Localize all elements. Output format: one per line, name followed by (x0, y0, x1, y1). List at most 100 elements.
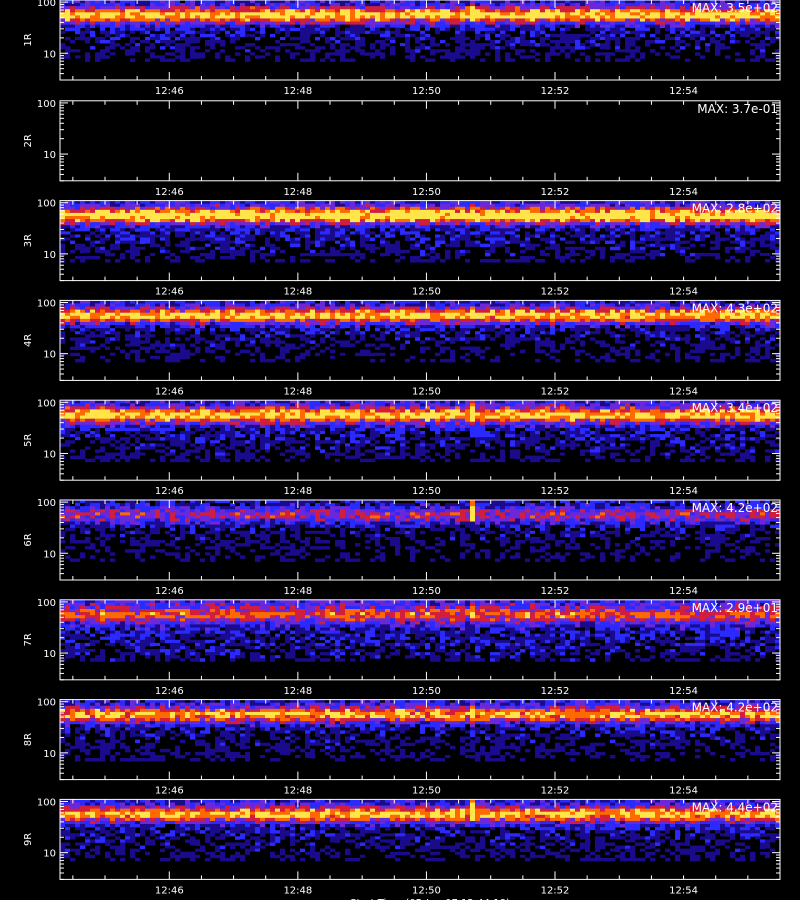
y-axis-label: 2R (23, 134, 34, 147)
y-axis-label: 3R (23, 234, 34, 247)
x-tick-label: 12:48 (283, 885, 312, 896)
x-tick-label: 12:54 (669, 885, 698, 896)
x-tick-label: 12:48 (283, 686, 312, 697)
plot-frame (60, 101, 780, 181)
max-value-label: MAX: 3.4e+02 (692, 401, 778, 415)
x-tick-label: 12:48 (283, 786, 312, 797)
panel-9R: 100 10 12:46 12:48 12:50 12:52 12:54 9R MAX: 4.4… (23, 798, 780, 897)
panel-4R: 100 10 12:46 12:48 12:50 12:52 12:54 4R MAX: 4.3… (23, 299, 780, 398)
panel-1R: 100 10 12:46 12:48 12:50 12:52 12:54 1R MAX: 3.5… (23, 0, 780, 97)
x-tick-label: 12:54 (669, 287, 698, 298)
heatmap-cells (60, 799, 780, 861)
y-tick-label: 100 (37, 299, 56, 310)
max-value-label: MAX: 4.2e+02 (692, 501, 778, 515)
x-tick-label: 12:50 (412, 486, 441, 497)
max-value-label: MAX: 3.5e+02 (692, 1, 778, 15)
x-tick-label: 12:52 (541, 586, 570, 597)
x-tick-label: 12:54 (669, 187, 698, 198)
y-axis-label: 1R (23, 33, 34, 46)
y-tick-label: 100 (37, 698, 56, 709)
x-tick-label: 12:52 (541, 86, 570, 97)
x-tick-label: 12:46 (155, 287, 184, 298)
x-tick-label: 12:46 (155, 786, 184, 797)
y-tick-label: 10 (43, 350, 56, 361)
heatmap-cells (60, 400, 780, 462)
heatmap-cells (60, 201, 780, 263)
panel-2R: 100 10 12:46 12:48 12:50 12:52 12:54 2R MAX: 3.7… (23, 99, 780, 198)
y-axis-label: 5R (23, 433, 34, 446)
y-axis-label: 6R (23, 533, 34, 546)
max-value-label: MAX: 2.9e+01 (692, 601, 778, 615)
y-tick-label: 10 (43, 549, 56, 560)
x-tick-label: 12:54 (669, 486, 698, 497)
x-tick-label: 12:50 (412, 386, 441, 397)
y-axis-label: 4R (23, 334, 34, 347)
y-tick-label: 100 (37, 0, 56, 9)
y-tick-label: 100 (37, 398, 56, 409)
max-value-label: MAX: 2.8e+02 (692, 202, 778, 216)
x-tick-label: 12:50 (412, 885, 441, 896)
x-tick-label: 12:50 (412, 586, 441, 597)
y-tick-label: 10 (43, 49, 56, 60)
y-tick-label: 10 (43, 749, 56, 760)
x-tick-label: 12:52 (541, 187, 570, 198)
y-tick-label: 100 (37, 498, 56, 509)
max-value-label: MAX: 4.3e+02 (692, 301, 778, 315)
x-tick-label: 12:46 (155, 486, 184, 497)
y-tick-label: 100 (37, 199, 56, 210)
x-tick-label: 12:46 (155, 686, 184, 697)
panel-5R: 100 10 12:46 12:48 12:50 12:52 12:54 5R MAX: 3.4… (23, 398, 780, 497)
x-tick-label: 12:50 (412, 786, 441, 797)
x-tick-label: 12:46 (155, 586, 184, 597)
x-tick-label: 12:48 (283, 86, 312, 97)
x-tick-label: 12:50 (412, 86, 441, 97)
x-tick-label: 12:50 (412, 287, 441, 298)
x-tick-label: 12:54 (669, 86, 698, 97)
x-tick-label: 12:46 (155, 86, 184, 97)
y-tick-label: 100 (37, 99, 56, 110)
x-tick-label: 12:48 (283, 386, 312, 397)
x-tick-label: 12:54 (669, 786, 698, 797)
x-tick-label: 12:52 (541, 386, 570, 397)
heatmap-cells (60, 700, 780, 762)
max-value-label: MAX: 4.2e+02 (692, 701, 778, 715)
x-tick-label: 12:52 (541, 686, 570, 697)
y-tick-label: 10 (43, 849, 56, 860)
y-tick-label: 10 (43, 449, 56, 460)
x-tick-label: 12:48 (283, 486, 312, 497)
x-tick-label: 12:52 (541, 885, 570, 896)
x-tick-label: 12:52 (541, 486, 570, 497)
heatmap-cells (60, 300, 780, 362)
y-tick-label: 10 (43, 649, 56, 660)
max-value-label: MAX: 3.7e-01 (697, 102, 778, 116)
panel-8R: 100 10 12:46 12:48 12:50 12:52 12:54 8R MAX: 4.2… (23, 698, 780, 797)
x-tick-label: 12:54 (669, 586, 698, 597)
x-tick-label: 12:52 (541, 287, 570, 298)
y-tick-label: 10 (43, 150, 56, 161)
heatmap-cells (60, 500, 780, 562)
y-ticks (60, 103, 780, 181)
heatmap-cells (60, 0, 780, 62)
y-tick-label: 10 (43, 250, 56, 261)
max-value-label: MAX: 4.4e+02 (692, 800, 778, 814)
x-tick-label: 12:46 (155, 885, 184, 896)
y-axis-label: 9R (23, 833, 34, 846)
x-tick-label: 12:46 (155, 187, 184, 198)
y-tick-label: 100 (37, 598, 56, 609)
heatmap-cells (60, 600, 780, 668)
x-tick-label: 12:46 (155, 386, 184, 397)
x-tick-label: 12:54 (669, 386, 698, 397)
y-axis-label: 7R (23, 633, 34, 646)
x-tick-label: 12:48 (283, 187, 312, 198)
x-tick-label: 12:48 (283, 287, 312, 298)
y-tick-label: 100 (37, 798, 56, 809)
x-tick-label: 12:52 (541, 786, 570, 797)
panel-3R: 100 10 12:46 12:48 12:50 12:52 12:54 3R MAX: 2.8… (23, 199, 780, 298)
x-tick-label: 12:50 (412, 686, 441, 697)
x-tick-label: 12:50 (412, 187, 441, 198)
y-axis-label: 8R (23, 733, 34, 746)
